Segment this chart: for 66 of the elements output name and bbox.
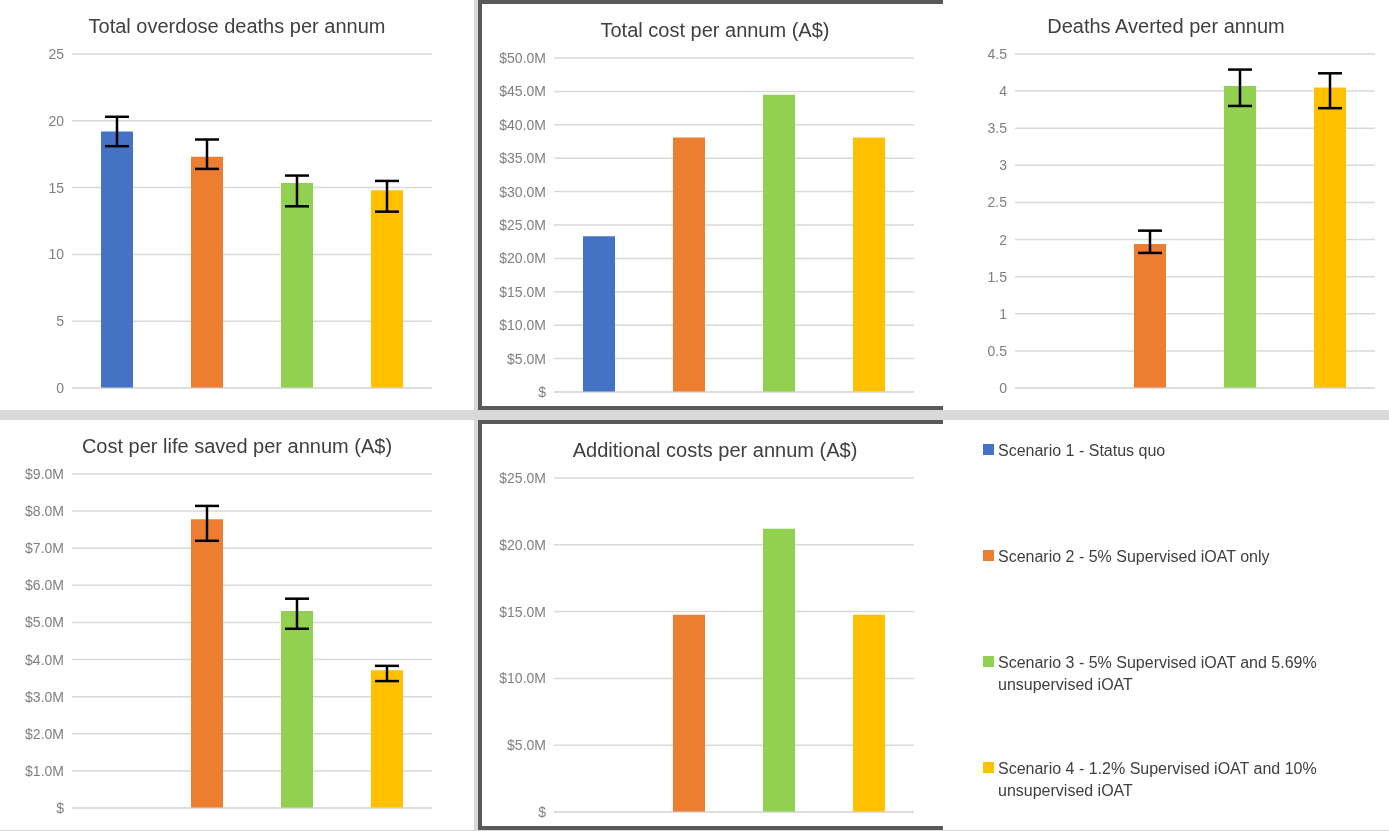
- bar: [371, 190, 403, 388]
- y-tick-label: $45.0M: [499, 83, 546, 100]
- chart-title: Total cost per annum (A$): [599, 18, 831, 43]
- bar: [1134, 244, 1166, 388]
- bar: [191, 519, 223, 808]
- y-tick-label: $20.0M: [499, 250, 546, 267]
- y-tick-label: $1.0M: [25, 762, 64, 779]
- y-tick-label: 25: [48, 45, 65, 62]
- bar: [763, 94, 795, 392]
- y-tick-label: $10.0M: [499, 670, 546, 687]
- category-label: Scenario 1 - Status quo: [998, 441, 1166, 461]
- y-tick-label: $50.0M: [499, 49, 546, 66]
- category-label: Scenario 4 - 1.2% Supervised iOAT and 10% unsupervised iOAT: [998, 759, 1318, 801]
- y-tick-label: 3: [999, 157, 1008, 174]
- bar: [281, 610, 313, 808]
- y-tick-label: $35.0M: [499, 150, 546, 167]
- y-tick-label: $10.0M: [499, 317, 546, 334]
- y-tick-label: 2: [999, 231, 1008, 248]
- y-tick-label: $15.0M: [499, 283, 546, 300]
- y-tick-label: $7.0M: [25, 540, 64, 557]
- y-tick-label: $: [538, 383, 547, 400]
- y-tick-label: 20: [48, 112, 65, 129]
- y-tick-label: 0.5: [987, 342, 1008, 359]
- y-tick-label: 4.5: [987, 45, 1008, 62]
- bar: [1224, 85, 1256, 388]
- y-tick-label: $25.0M: [499, 216, 546, 233]
- y-tick-label: 10: [48, 246, 65, 263]
- bar: [583, 236, 615, 392]
- y-tick-label: $4.0M: [25, 651, 64, 668]
- chart-title: Cost per life saved per annum (A$): [80, 434, 394, 459]
- y-tick-label: 15: [48, 179, 65, 196]
- category-label: Scenario 3 - 5% Supervised iOAT and 5.69% unsupervised iOAT: [998, 653, 1318, 695]
- y-tick-label: $9.0M: [25, 465, 64, 482]
- y-tick-label: 1.5: [987, 268, 1008, 285]
- bar: [281, 182, 313, 388]
- bar: [1314, 87, 1346, 388]
- y-tick-label: $5.0M: [507, 737, 546, 754]
- y-tick-label: 3.5: [987, 120, 1008, 137]
- y-tick-label: $30.0M: [499, 183, 546, 200]
- chart-title: Deaths Averted per annum: [1046, 14, 1286, 39]
- y-tick-label: $3.0M: [25, 688, 64, 705]
- y-tick-label: 4: [999, 83, 1008, 100]
- y-tick-label: $5.0M: [25, 614, 64, 631]
- bar: [191, 156, 223, 388]
- y-tick-label: $: [56, 799, 65, 816]
- category-label: Scenario 2 - 5% Supervised iOAT only: [998, 547, 1270, 567]
- bar: [101, 131, 133, 388]
- y-tick-label: 0: [999, 379, 1008, 396]
- chart-title: Total overdose deaths per annum: [87, 14, 387, 39]
- y-tick-label: $8.0M: [25, 503, 64, 520]
- y-tick-label: $15.0M: [499, 603, 546, 620]
- y-tick-label: 5: [56, 313, 65, 330]
- y-tick-label: $40.0M: [499, 116, 546, 133]
- chart-title: Additional costs per annum (A$): [571, 438, 859, 463]
- y-tick-label: $: [538, 803, 547, 820]
- y-tick-label: 1: [999, 305, 1008, 322]
- bar: [673, 137, 705, 392]
- y-tick-label: $25.0M: [499, 469, 546, 486]
- bar: [853, 137, 885, 392]
- bar: [371, 670, 403, 808]
- y-tick-label: $6.0M: [25, 577, 64, 594]
- y-tick-label: $20.0M: [499, 536, 546, 553]
- y-tick-label: $5.0M: [507, 350, 546, 367]
- y-tick-label: 2.5: [987, 194, 1008, 211]
- y-tick-label: 0: [56, 379, 65, 396]
- y-tick-label: $2.0M: [25, 725, 64, 742]
